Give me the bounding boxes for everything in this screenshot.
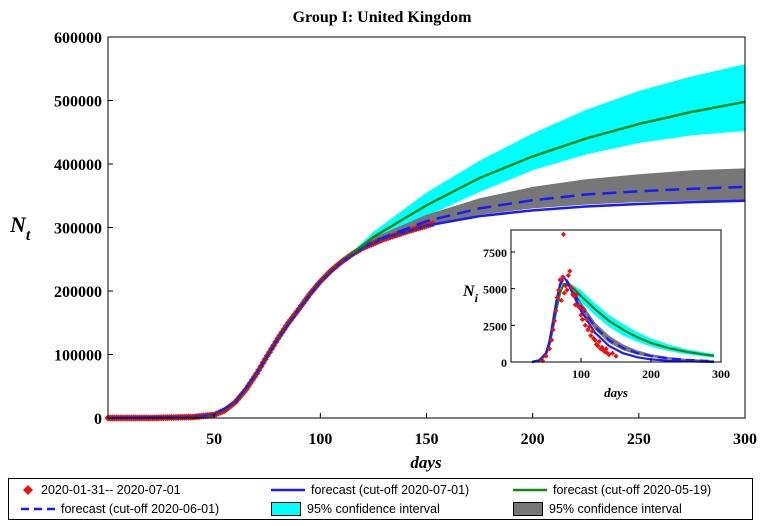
y-axis-label: Nt <box>9 212 31 244</box>
forecast-0601-line <box>340 185 746 263</box>
x-tick-label: 250 <box>627 431 651 448</box>
legend-item-forecast-0701: forecast (cut-off 2020-07-01) <box>271 480 469 500</box>
inset-data-point <box>595 343 601 349</box>
inset-data-point <box>560 231 567 237</box>
inset-data-point <box>588 333 594 339</box>
inset-data-point <box>564 287 570 293</box>
y-tick-label: 500000 <box>54 94 102 111</box>
inset-data-point <box>558 297 564 303</box>
inset-daily-markers <box>539 231 619 364</box>
inset-data-point <box>557 277 563 283</box>
inset-data-point <box>586 324 592 330</box>
inset-data-point <box>579 316 585 323</box>
inset-ci-band-cyan <box>567 281 714 358</box>
inset-data-point <box>578 312 584 318</box>
inset-data-point <box>603 346 609 352</box>
observed-data-markers <box>104 220 437 422</box>
inset-x-axis-label: days <box>604 385 628 400</box>
inset-data-point <box>565 272 571 279</box>
inset-data-point <box>581 306 587 312</box>
ci-band-cyan <box>341 64 745 262</box>
inset-data-point <box>577 305 583 311</box>
inset-data-point <box>584 316 590 323</box>
inset-data-point <box>593 341 599 347</box>
chart-title: Group I: United Kingdom <box>293 9 473 26</box>
inset-data-point <box>561 290 567 296</box>
inset-frame <box>510 229 722 363</box>
fit-dashed-overlay <box>108 222 434 419</box>
y-tick-label: 0 <box>94 411 102 428</box>
inset-data-point <box>598 346 604 352</box>
legend-label-forecast-0701: forecast (cut-off 2020-07-01) <box>311 483 470 497</box>
x-tick-label: 300 <box>733 431 757 448</box>
inset-data-point <box>609 350 616 356</box>
inset-data-point <box>572 302 578 308</box>
inset-x-tick-label: 200 <box>642 367 660 381</box>
inset-data-point <box>613 353 619 359</box>
y-tick-label: 100000 <box>54 348 102 365</box>
legend-swatch-dashed-blue <box>21 507 55 511</box>
inset-data-point <box>554 294 560 301</box>
x-tick-label: 50 <box>206 431 222 448</box>
legend-swatch-solid-blue <box>271 488 305 492</box>
inset-x-tick-label: 100 <box>572 367 590 381</box>
legend-item-data: 2020-01-31-- 2020-07-01 <box>21 480 181 500</box>
inset-data-point <box>596 338 602 345</box>
legend-swatch-box-cyan <box>271 502 301 516</box>
inset-data-point <box>550 327 556 333</box>
legend-label-data: 2020-01-31-- 2020-07-01 <box>41 483 181 497</box>
legend: 2020-01-31-- 2020-07-01 forecast (cut-of… <box>8 478 753 520</box>
legend-item-forecast-0519: forecast (cut-off 2020-05-19) <box>513 480 711 500</box>
legend-swatch-diamond <box>23 485 33 495</box>
y-tick-label: 600000 <box>54 30 102 47</box>
y-tick-label: 400000 <box>54 157 102 174</box>
y-tick-label: 200000 <box>54 284 102 301</box>
inset-data-point <box>543 353 549 359</box>
inset-data-point <box>591 335 597 342</box>
inset-fit-0701-line <box>531 274 715 364</box>
inset-data-point <box>567 268 573 274</box>
inset-y-tick-label: 0 <box>501 356 507 370</box>
inset-data-point <box>563 283 569 289</box>
inset-data-point <box>556 287 562 293</box>
ci-band-gray <box>341 168 745 262</box>
y-tick-label: 300000 <box>54 221 102 238</box>
inset-y-tick-label: 2500 <box>483 319 507 333</box>
inset-data-point <box>568 284 574 290</box>
forecast-0519-line <box>340 100 746 263</box>
legend-item-ci-gray: 95% confidence interval <box>513 499 682 519</box>
inset-data-point <box>574 291 580 298</box>
x-axis-label: days <box>410 453 442 472</box>
legend-label-forecast-0601: forecast (cut-off 2020-06-01) <box>61 502 220 516</box>
inset-y-tick-label: 7500 <box>483 246 507 260</box>
x-tick-label: 100 <box>308 431 332 448</box>
inset-data-point <box>605 350 611 356</box>
inset-data-point <box>560 274 566 280</box>
x-tick-label: 200 <box>521 431 545 448</box>
x-tick-label: 150 <box>415 431 439 448</box>
legend-swatch-box-gray <box>513 502 543 516</box>
inset-data-point <box>592 337 598 343</box>
legend-item-forecast-0601: forecast (cut-off 2020-06-01) <box>21 499 219 519</box>
inset-x-tick-label: 300 <box>712 367 730 381</box>
inset-data-point <box>549 337 555 343</box>
legend-item-ci-cyan: 95% confidence interval <box>271 499 440 519</box>
inset-data-point <box>546 346 553 352</box>
inset-data-point <box>553 308 559 314</box>
legend-label-ci-gray: 95% confidence interval <box>549 502 682 516</box>
inset-data-point <box>582 322 588 328</box>
legend-swatch-solid-green <box>513 488 547 492</box>
inset-data-point <box>570 291 576 298</box>
inset-data-point <box>589 328 595 334</box>
inset-data-point <box>602 349 608 355</box>
inset-data-point <box>551 318 557 324</box>
legend-label-forecast-0519: forecast (cut-off 2020-05-19) <box>553 483 712 497</box>
inset-y-tick-label: 5000 <box>483 283 507 297</box>
inset-y-axis-label: Ni <box>462 283 479 305</box>
legend-label-ci-cyan: 95% confidence interval <box>307 502 440 516</box>
